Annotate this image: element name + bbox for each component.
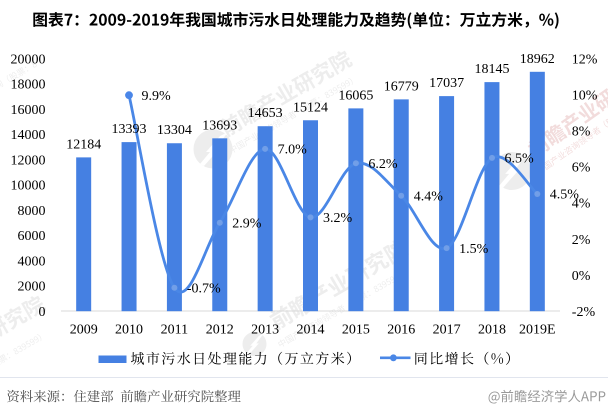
svg-text:16779: 16779 [384, 79, 419, 94]
svg-text:2012: 2012 [206, 323, 234, 338]
svg-text:2018: 2018 [478, 323, 506, 338]
svg-text:2015: 2015 [342, 323, 370, 338]
svg-text:15124: 15124 [293, 100, 328, 115]
svg-text:12000: 12000 [11, 153, 46, 168]
svg-text:2%: 2% [572, 233, 591, 248]
svg-text:2009: 2009 [70, 323, 98, 338]
svg-text:2014: 2014 [297, 323, 325, 338]
svg-text:10%: 10% [572, 89, 598, 104]
svg-text:2017: 2017 [433, 323, 461, 338]
svg-text:2010: 2010 [115, 323, 143, 338]
svg-text:18000: 18000 [11, 78, 46, 93]
svg-text:2013: 2013 [251, 323, 279, 338]
svg-text:4.5%: 4.5% [550, 188, 580, 203]
svg-text:7.0%: 7.0% [278, 143, 308, 158]
svg-text:17037: 17037 [429, 76, 464, 91]
svg-text:4%: 4% [572, 197, 591, 212]
svg-text:0%: 0% [572, 269, 591, 284]
svg-text:18962: 18962 [520, 52, 555, 67]
svg-text:16000: 16000 [11, 103, 46, 118]
svg-text:8000: 8000 [18, 204, 46, 219]
svg-text:20000: 20000 [11, 52, 46, 67]
svg-text:4.4%: 4.4% [414, 190, 444, 205]
svg-text:2000: 2000 [18, 280, 46, 295]
svg-text:2016: 2016 [387, 323, 415, 338]
svg-text:3.2%: 3.2% [323, 211, 353, 226]
svg-text:2019E: 2019E [519, 323, 556, 338]
svg-text:8%: 8% [572, 125, 591, 140]
svg-text:1.5%: 1.5% [459, 242, 489, 257]
svg-text:-0.7%: -0.7% [187, 282, 221, 297]
svg-text:0: 0 [39, 305, 46, 320]
svg-text:13693: 13693 [202, 118, 237, 133]
svg-text:-2%: -2% [572, 305, 596, 320]
svg-text:2011: 2011 [161, 323, 188, 338]
svg-text:6.2%: 6.2% [368, 157, 398, 172]
svg-text:13393: 13393 [112, 122, 147, 137]
svg-text:12184: 12184 [66, 137, 101, 152]
svg-text:14000: 14000 [11, 128, 46, 143]
svg-text:18145: 18145 [475, 62, 510, 77]
svg-text:9.9%: 9.9% [142, 89, 172, 104]
svg-text:6%: 6% [572, 161, 591, 176]
svg-text:16065: 16065 [338, 88, 373, 103]
svg-text:2.9%: 2.9% [232, 217, 261, 232]
svg-text:4000: 4000 [18, 254, 46, 269]
svg-text:13304: 13304 [157, 123, 192, 138]
svg-text:14653: 14653 [248, 106, 283, 121]
svg-text:10000: 10000 [11, 179, 46, 194]
svg-text:6000: 6000 [18, 229, 46, 244]
svg-text:12%: 12% [572, 52, 598, 67]
svg-text:6.5%: 6.5% [505, 152, 535, 167]
